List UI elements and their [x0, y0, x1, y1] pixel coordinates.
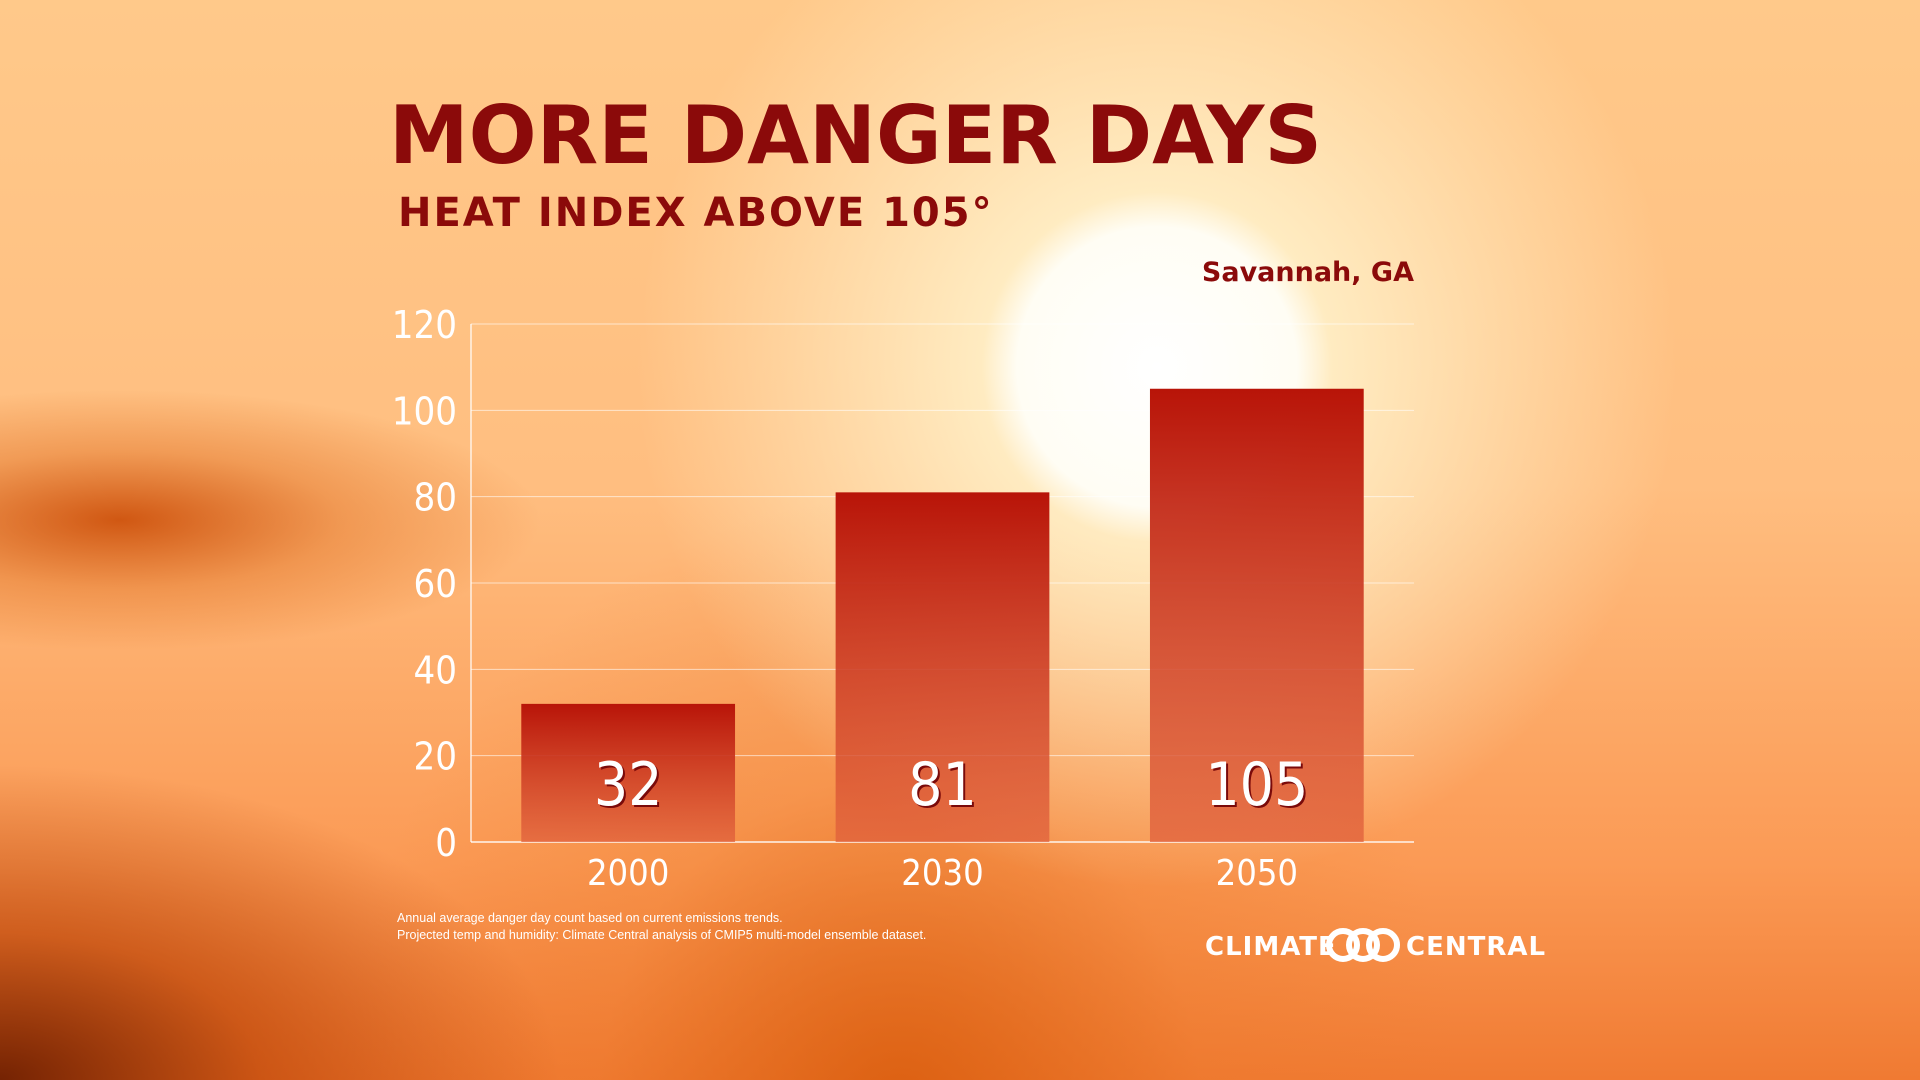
x-tick-label: 2000 — [587, 853, 669, 894]
y-tick-label: 80 — [414, 476, 458, 520]
brand-left: CLIMATE — [1205, 932, 1337, 962]
bar — [835, 492, 1050, 842]
x-tick-label: 2050 — [1216, 853, 1298, 894]
y-tick-label: 60 — [414, 562, 458, 606]
y-tick-label: 40 — [414, 648, 458, 692]
value-label: 32 — [596, 752, 665, 822]
value-label: 81 — [910, 752, 979, 822]
y-tick-label: 0 — [435, 821, 457, 865]
logo-ring — [1366, 928, 1400, 962]
y-tick-label: 100 — [392, 389, 457, 433]
note: Annual average danger day count based on… — [397, 911, 783, 925]
chart-title: MORE DANGER DAYS — [389, 89, 1322, 182]
bar — [1149, 388, 1364, 842]
location-label: Savannah, GA — [1202, 257, 1414, 288]
y-tick-label: 120 — [392, 303, 457, 347]
footnote: Annual average danger day count based on… — [397, 910, 977, 944]
value-label: 105 — [1207, 752, 1310, 822]
chart-subtitle: HEAT INDEX ABOVE 105° — [398, 190, 994, 236]
y-tick-label: 20 — [414, 735, 458, 779]
logo-ring — [1346, 928, 1380, 962]
brand-right: CENTRAL — [1406, 932, 1546, 962]
brand-logo: CLIMATE CENTRAL — [1205, 928, 1546, 962]
value-label: 105 — [1205, 750, 1308, 820]
value-label: 32 — [594, 750, 663, 820]
note: Projected temp and humidity: Climate Cen… — [397, 928, 927, 942]
bar — [521, 703, 736, 842]
x-tick-label: 2030 — [901, 853, 983, 894]
logo-ring — [1326, 928, 1360, 962]
value-label: 81 — [908, 750, 977, 820]
